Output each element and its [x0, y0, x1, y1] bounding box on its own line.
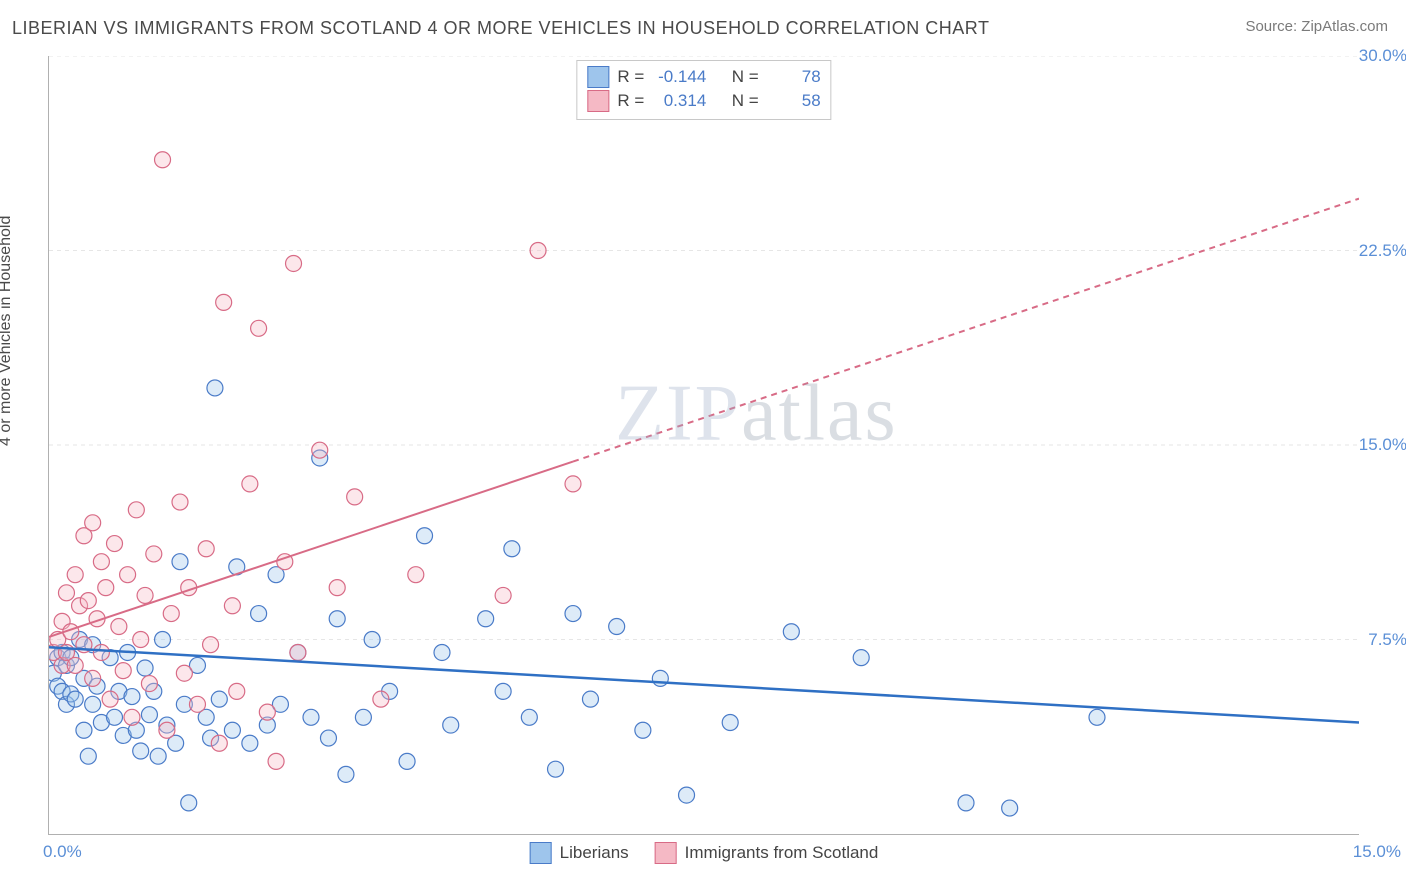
stats-N-1: 58 — [767, 89, 821, 113]
x-tick-1: 15.0% — [1353, 842, 1401, 862]
legend-item-0: Liberians — [530, 842, 629, 864]
y-tick-0: 7.5% — [1368, 630, 1406, 650]
stats-R-label: R = — [617, 65, 644, 89]
stats-box: R = -0.144 N = 78 R = 0.314 N = 58 — [576, 60, 831, 120]
stats-N-0: 78 — [767, 65, 821, 89]
y-tick-1: 15.0% — [1359, 435, 1406, 455]
source-label: Source: ZipAtlas.com — [1245, 18, 1388, 35]
chart-container: LIBERIAN VS IMMIGRANTS FROM SCOTLAND 4 O… — [0, 0, 1406, 892]
stats-R-0: -0.144 — [652, 65, 706, 89]
stats-row-0: R = -0.144 N = 78 — [587, 65, 820, 89]
x-tick-0: 0.0% — [43, 842, 82, 862]
y-tick-3: 30.0% — [1359, 46, 1406, 66]
stats-swatch-1 — [587, 90, 609, 112]
legend-swatch-0 — [530, 842, 552, 864]
legend-label-1: Immigrants from Scotland — [685, 843, 879, 863]
legend-label-0: Liberians — [560, 843, 629, 863]
stats-R-label-1: R = — [617, 89, 644, 113]
legend-item-1: Immigrants from Scotland — [655, 842, 879, 864]
chart-svg — [49, 56, 1359, 834]
plot-area: ZIPatlas R = -0.144 N = 78 R = 0.314 N =… — [48, 56, 1359, 835]
legend-swatch-1 — [655, 842, 677, 864]
y-tick-2: 22.5% — [1359, 241, 1406, 261]
stats-row-1: R = 0.314 N = 58 — [587, 89, 820, 113]
stats-R-1: 0.314 — [652, 89, 706, 113]
stats-N-label-1: N = — [732, 89, 759, 113]
stats-swatch-0 — [587, 66, 609, 88]
y-axis-label: 4 or more Vehicles in Household — [0, 216, 15, 446]
stats-N-label: N = — [732, 65, 759, 89]
legend: Liberians Immigrants from Scotland — [530, 842, 879, 864]
chart-title: LIBERIAN VS IMMIGRANTS FROM SCOTLAND 4 O… — [12, 18, 989, 39]
